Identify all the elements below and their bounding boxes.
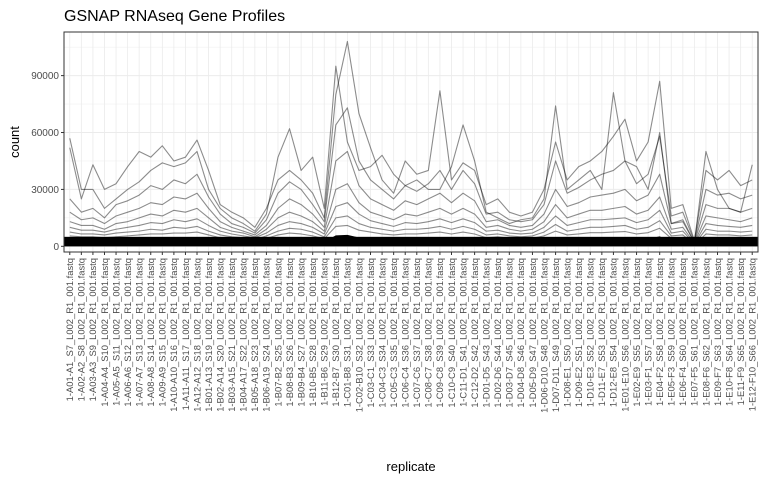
x-tick-label: 1-C09-C8_S39_L002_R1_001.fastq: [434, 258, 445, 408]
baseline-fill: [64, 236, 758, 247]
x-tick-label: 1-A12-A12_S18_L002_R1_001.fastq: [191, 258, 202, 412]
panel-border: [63, 31, 759, 253]
series-line-1: [69, 65, 753, 244]
x-tick-label: 1-B08-B3_S26_L002_R1_001.fastq: [284, 258, 295, 407]
plot-panel: [63, 31, 759, 253]
x-tick-label: 1-E12-F10_S66_L002_R1_001.fastq: [747, 258, 758, 411]
x-tick-label: 1-B06-A19_S24_L002_R1_001.fastq: [261, 258, 272, 412]
x-tick-label: 1-C05-C3_S35_L002_R1_001.fastq: [388, 258, 399, 408]
x-tick-label: 1-A11-A11_S17_L002_R1_001.fastq: [180, 258, 191, 410]
x-tick-label: 1-E09-F7_S63_L002_R1_001.fastq: [712, 258, 723, 406]
x-tick-label: 1-D07-D11_S49_L002_R1_001.fastq: [550, 258, 561, 412]
x-tick-label: 1-C06-C4_S36_L002_R1_001.fastq: [400, 258, 411, 408]
x-tick-label: 1-D03-D7_S45_L002_R1_001.fastq: [504, 258, 515, 408]
x-axis-title: replicate: [386, 459, 435, 474]
x-tick-label: 1-C11-D1_S41_L002_R1_001.fastq: [457, 258, 468, 407]
x-tick-label: 1-D12-E8_S54_L002_R1_001.fastq: [608, 258, 619, 407]
x-tick-label: 1-E10-F8_S64_L002_R1_001.fastq: [723, 258, 734, 406]
x-tick-label: 1-B03-A15_S21_L002_R1_001.fastq: [226, 258, 237, 412]
x-tick-label: 1-E01-E10_S56_L002_R1_001.fastq: [619, 258, 630, 412]
x-tick-label: 1-D04-D8_S46_L002_R1_001.fastq: [515, 258, 526, 408]
y-tick-label: 30000: [31, 185, 59, 196]
x-tick-label: 1-C08-C7_S38_L002_R1_001.fastq: [423, 258, 434, 408]
x-tick-label: 1-E02-E9_S55_L002_R1_001.fastq: [631, 258, 642, 407]
x-tick-label: 1-A01-A1_S7_L002_R1_001.fastq: [64, 258, 75, 401]
series-lines: [69, 40, 753, 246]
series-line-7: [69, 215, 753, 245]
series-line-5: [69, 183, 753, 245]
x-axis: 1-A01-A1_S7_L002_R1_001.fastq 1-A02-A2_S8…: [64, 252, 758, 413]
grid-lines: [64, 32, 758, 252]
x-tick-label: 1-B01-A13_S19_L002_R1_001.fastq: [203, 258, 214, 412]
x-tick-label: 1-B10-B5_S28_L002_R1_001.fastq: [307, 258, 318, 407]
x-tick-label: 1-D01-D5_S43_L002_R1_001.fastq: [480, 258, 491, 408]
x-tick-label: 1-E05-F3_S59_L002_R1_001.fastq: [666, 258, 677, 406]
x-tick-label: 1-B11-B6_S29_L002_R1_001.fastq: [319, 258, 330, 406]
x-tick-label: 1-D06-D10_S48_L002_R1_001.fastq: [538, 258, 549, 413]
x-tick-label: 1-C03-C1_S33_L002_R1_001.fastq: [365, 258, 376, 408]
x-tick-label: 1-E04-F2_S58_L002_R1_001.fastq: [654, 258, 665, 406]
x-tick-label: 1-D08-E1_S50_L002_R1_001.fastq: [561, 258, 572, 407]
series-line-2: [69, 40, 753, 242]
x-tick-label: 1-A08-A8_S14_L002_R1_001.fastq: [145, 258, 156, 407]
x-tick-label: 1-A04-A4_S10_L002_R1_001.fastq: [99, 258, 110, 407]
x-tick-label: 1-D05-D9_S47_L002_R1_001.fastq: [527, 258, 538, 408]
x-tick-label: 1-A03-A3_S9_L002_R1_001.fastq: [87, 258, 98, 401]
x-tick-label: 1-B09-B4_S27_L002_R1_001.fastq: [295, 258, 306, 407]
series-line-8: [69, 224, 753, 246]
x-tick-label: 1-C12-D2_S42_L002_R1_001.fastq: [469, 258, 480, 408]
x-tick-label: 1-C07-C6_S37_L002_R1_001.fastq: [411, 258, 422, 408]
x-tick-label: 1-D10-E3_S52_L002_R1_001.fastq: [585, 258, 596, 407]
series-line-4: [69, 150, 753, 244]
x-tick-label: 1-C02-B10_S32_L002_R1_001.fastq: [353, 258, 364, 412]
x-tick-label: 1-B12-B7_S30_L002_R1_001.fastq: [330, 258, 341, 407]
x-tick-label: 1-A02-A2_S8_L002_R1_001.fastq: [76, 258, 87, 401]
x-tick-label: 1-E07-F5_S61_L002_R1_001.fastq: [689, 258, 700, 406]
x-tick-label: 1-E11-F9_S65_L002_R1_001.fastq: [735, 258, 746, 405]
x-tick-label: 1-C01-B8_S31_L002_R1_001.fastq: [342, 258, 353, 407]
x-tick-label: 1-A10-A10_S16_L002_R1_001.fastq: [168, 258, 179, 412]
x-tick-label: 1-A06-A6_S12_L002_R1_001.fastq: [122, 258, 133, 407]
x-tick-label: 1-B05-A18_S23_L002_R1_001.fastq: [249, 258, 260, 412]
x-tick-label: 1-C10-C9_S40_L002_R1_001.fastq: [446, 258, 457, 408]
low-count-band: [64, 234, 758, 247]
series-line-3: [69, 107, 753, 243]
x-tick-label: 1-D09-E2_S51_L002_R1_001.fastq: [573, 258, 584, 407]
chart-title: GSNAP RNAseq Gene Profiles: [64, 8, 285, 25]
x-tick-label: 1-D02-D6_S44_L002_R1_001.fastq: [492, 258, 503, 408]
x-tick-label: 1-B02-A14_S20_L002_R1_001.fastq: [214, 258, 225, 412]
x-tick-label: 1-B07-B2_S25_L002_R1_001.fastq: [272, 258, 283, 407]
x-tick-label: 1-C04-C3_S34_L002_R1_001.fastq: [376, 258, 387, 408]
y-axis-title: count: [7, 126, 22, 158]
x-tick-label: 1-A07-A7_S13_L002_R1_001.fastq: [133, 258, 144, 407]
x-tick-label: 1-A05-A5_S11_L002_R1_001.fastq: [110, 258, 121, 406]
x-tick-label: 1-E06-F4_S60_L002_R1_001.fastq: [677, 258, 688, 406]
series-line-6: [69, 202, 753, 245]
y-axis: 0 30000 60000 90000: [31, 71, 64, 253]
x-tick-label: 1-E03-F1_S57_L002_R1_001.fastq: [642, 258, 653, 406]
x-tick-label: 1-E08-F6_S62_L002_R1_001.fastq: [700, 258, 711, 406]
y-tick-label: 60000: [31, 128, 59, 139]
x-tick-label: 1-B04-A17_S22_L002_R1_001.fastq: [238, 258, 249, 412]
x-tick-label: 1-D11-E7_S53_L002_R1_001.fastq: [596, 258, 607, 406]
x-tick-label: 1-A09-A9_S15_L002_R1_001.fastq: [157, 258, 168, 407]
y-tick-label: 90000: [31, 71, 59, 82]
y-tick-label: 0: [53, 242, 59, 253]
